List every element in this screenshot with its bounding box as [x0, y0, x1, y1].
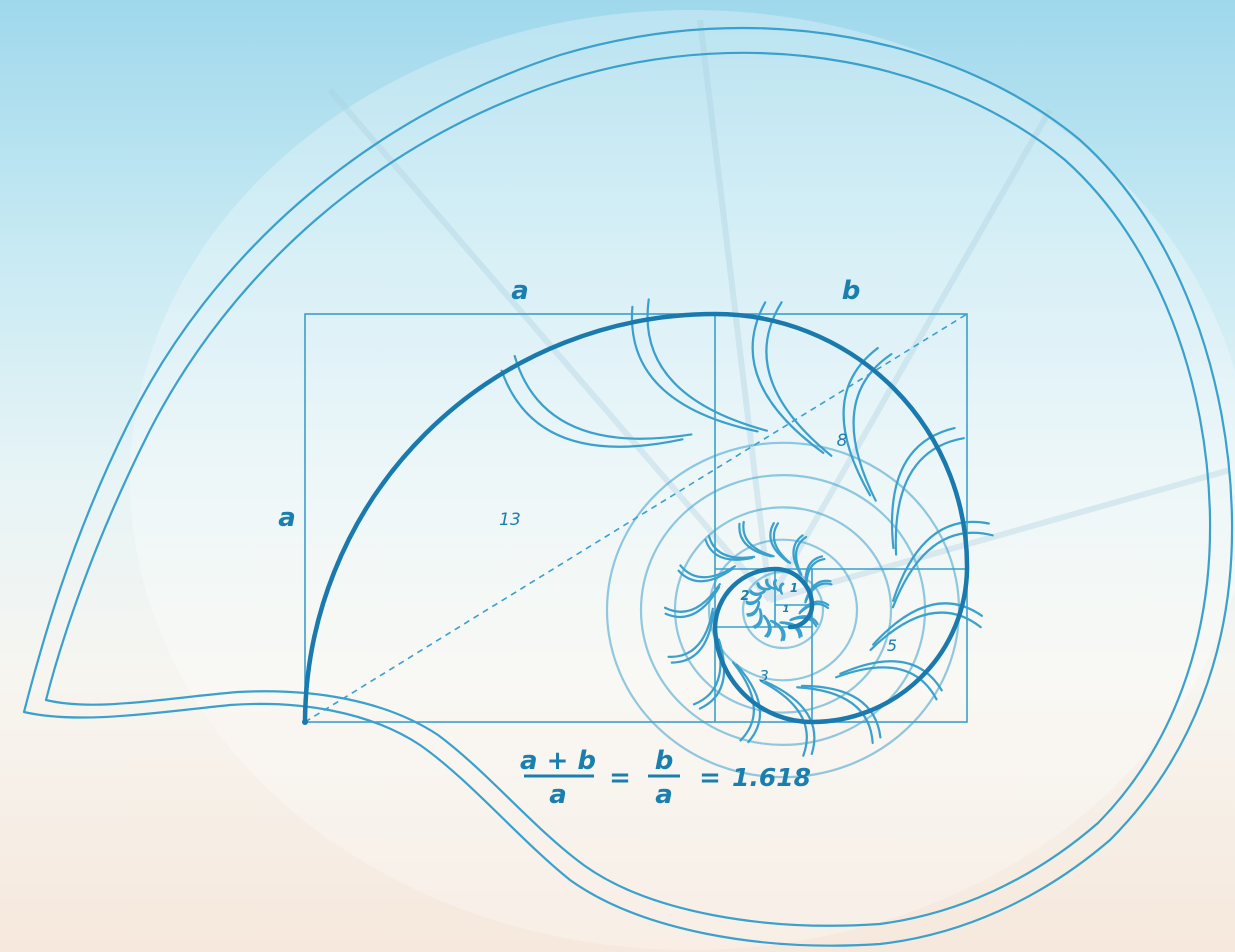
shell-septum — [894, 437, 965, 556]
square-number-1-top: 1 — [790, 581, 798, 595]
shell-septum — [766, 578, 776, 590]
formula-equals-1: = — [609, 763, 631, 793]
shell-septum — [707, 534, 756, 559]
shell-septum — [890, 427, 956, 550]
formula-value: 1.618 — [732, 763, 811, 792]
shell-septum — [630, 305, 759, 433]
shell-septum — [745, 594, 762, 604]
golden-ratio-formula: a + b a = b a = 1.618 — [520, 746, 811, 810]
shell-whorl — [639, 474, 927, 746]
shell-septum — [670, 611, 715, 664]
shell-septum — [798, 602, 830, 615]
shell-septum — [500, 369, 684, 448]
square-number-5: 5 — [887, 636, 897, 655]
shell-glow — [130, 10, 1235, 950]
shell-septum — [839, 660, 943, 692]
golden-spiral — [302, 311, 970, 725]
square-number-3: 3 — [759, 667, 769, 685]
shell-septum — [746, 600, 761, 616]
shell-septum — [872, 602, 983, 646]
shell-septum — [752, 608, 762, 628]
shell-septum — [732, 661, 755, 742]
square-number-8: 8 — [837, 431, 848, 451]
formula-rhs-denominator: a — [655, 780, 673, 810]
shell-septum — [891, 531, 994, 609]
shell-septum — [704, 538, 753, 561]
square-number-2: 2 — [740, 589, 749, 604]
shell-septum — [738, 522, 773, 558]
shell-septum — [794, 535, 808, 576]
shell-septum — [835, 666, 938, 701]
shell-septum — [757, 582, 771, 591]
shell-outer-outline — [22, 26, 1234, 947]
shell-septum — [772, 522, 792, 565]
shell-septum — [749, 589, 766, 595]
shell-whorl — [673, 506, 893, 714]
shell-septum — [779, 582, 785, 595]
shell-septum — [759, 679, 808, 757]
shell-septum — [800, 684, 882, 739]
diagonal-dashed-line — [304, 313, 968, 723]
label-top-b: b — [842, 276, 861, 306]
shell-septum — [869, 611, 982, 652]
shell-septum — [764, 680, 816, 755]
label-side-a: a — [278, 503, 296, 533]
shell-inner-outline — [44, 51, 1212, 927]
formula-lhs-denominator: a — [549, 780, 567, 810]
shell-whorl — [707, 538, 859, 682]
square-number-13: 13 — [499, 510, 521, 530]
shell-septum — [742, 520, 775, 558]
shell-septum — [513, 354, 693, 440]
formula-lhs-numerator: a + b — [520, 746, 596, 776]
shell-septum — [769, 619, 784, 642]
label-top-a: a — [511, 276, 529, 306]
square-number-1-bottom: 1 — [783, 604, 790, 615]
shell-septum — [804, 582, 833, 604]
shell-septum — [852, 353, 893, 502]
outer-golden-rectangle — [304, 313, 968, 723]
formula-equals-2: = — [699, 763, 721, 793]
shell-septum — [892, 520, 990, 602]
shell-septum — [751, 301, 825, 454]
background-radial-lines — [327, 19, 1231, 603]
shell-septum — [646, 298, 768, 432]
formula-rhs-numerator: b — [655, 746, 674, 776]
shell-septum — [667, 607, 714, 658]
